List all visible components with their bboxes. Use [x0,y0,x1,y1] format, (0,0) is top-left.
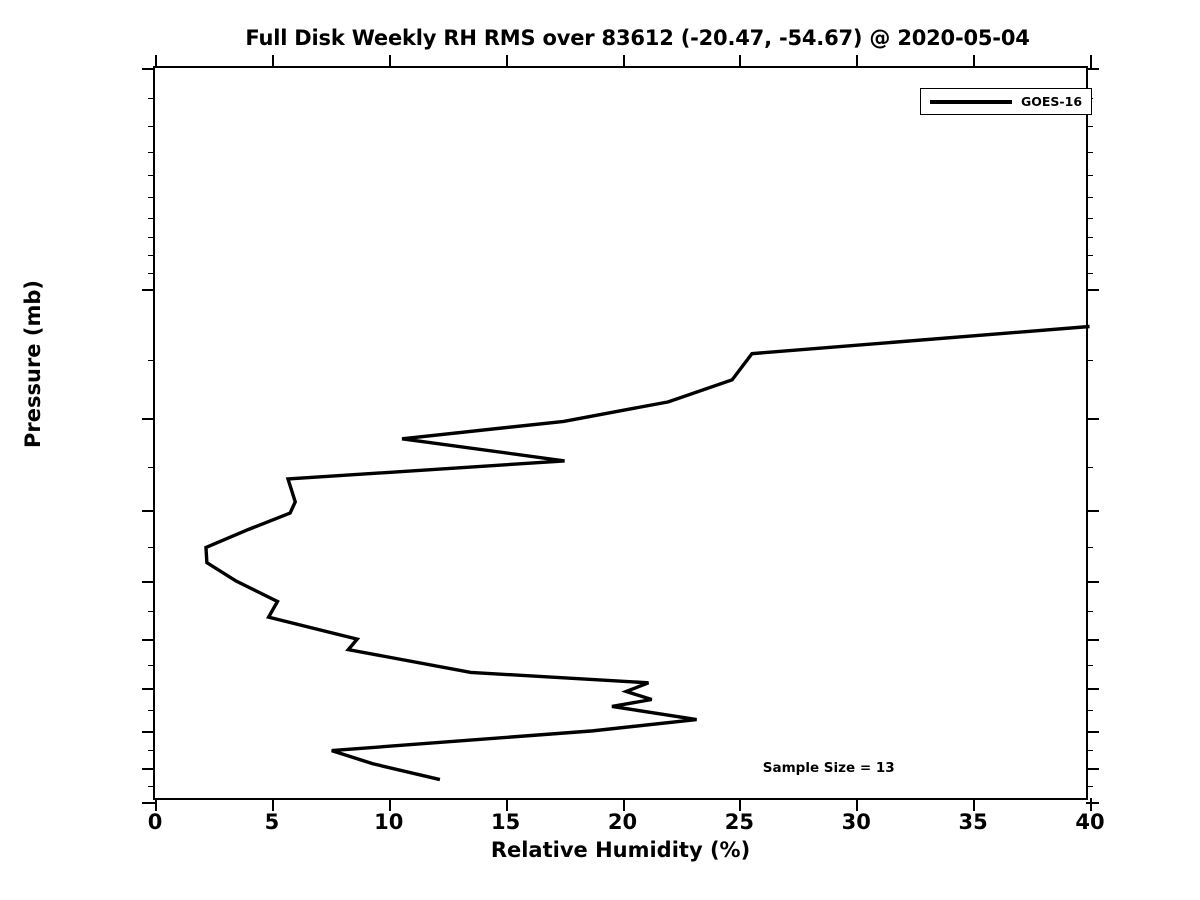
y-tick-minor-right-150 [1086,197,1093,199]
x-tick-top-25 [739,55,742,68]
y-tick-minor-180 [148,255,155,257]
x-tick-40 [1090,798,1092,811]
y-tick-800 [142,730,155,733]
x-tick-5 [271,798,274,811]
y-tick-minor-right-180 [1086,255,1093,257]
data-series-goes-16 [204,324,1090,782]
y-tick-minor-120 [148,126,155,128]
series-line-goes-16 [204,324,1090,782]
x-tick-top-35 [973,55,976,68]
x-tick-top-10 [388,55,391,68]
x-tick-label-30: 30 [841,810,871,834]
y-tick-minor-850 [148,750,155,752]
x-tick-top-40 [1090,55,1092,68]
y-tick-right-900 [1086,768,1099,771]
x-tick-label-40: 40 [1075,810,1105,834]
y-tick-minor-950 [148,785,155,787]
y-tick-700 [142,688,155,691]
x-tick-top-20 [622,55,625,68]
x-tick-25 [739,798,742,811]
y-tick-minor-130 [148,151,155,153]
y-tick-100 [142,68,155,70]
y-tick-minor-right-650 [1086,664,1093,666]
y-tick-minor-140 [148,175,155,177]
x-tick-30 [856,798,859,811]
y-tick-minor-right-190 [1086,272,1093,274]
y-tick-minor-right-250 [1086,360,1093,362]
x-tick-10 [388,798,391,811]
y-tick-minor-right-950 [1086,785,1093,787]
y-tick-300 [142,418,155,421]
x-tick-label-5: 5 [264,810,280,834]
x-tick-top-30 [856,55,859,68]
x-tick-top-5 [271,55,274,68]
y-tick-right-700 [1086,688,1099,691]
y-tick-minor-right-850 [1086,750,1093,752]
y-tick-600 [142,639,155,642]
y-tick-minor-right-550 [1086,611,1093,613]
y-tick-minor-450 [148,547,155,549]
y-tick-minor-right-750 [1086,710,1093,712]
x-tick-top-0 [155,55,157,68]
x-axis-title: Relative Humidity (%) [490,838,751,862]
y-tick-minor-right-130 [1086,151,1093,153]
y-tick-minor-190 [148,272,155,274]
y-tick-400 [142,509,155,512]
y-tick-minor-right-170 [1086,237,1093,239]
x-tick-top-15 [505,55,508,68]
x-tick-label-35: 35 [958,810,988,834]
legend-label-goes-16: GOES-16 [1021,94,1083,109]
y-tick-minor-170 [148,237,155,239]
y-tick-minor-right-160 [1086,217,1093,219]
sample-size-annotation: Sample Size = 13 [762,760,895,777]
y-tick-right-500 [1086,581,1099,584]
y-tick-right-400 [1086,509,1099,512]
x-tick-20 [622,798,625,811]
y-tick-minor-350 [148,467,155,469]
y-tick-minor-right-350 [1086,467,1093,469]
y-tick-right-100 [1086,68,1099,70]
legend-line-swatch [930,99,1012,104]
page-title: Full Disk Weekly RH RMS over 83612 (-20.… [245,26,1030,50]
y-tick-minor-650 [148,664,155,666]
y-tick-right-300 [1086,418,1099,421]
y-tick-right-200 [1086,288,1099,291]
y-tick-minor-150 [148,197,155,199]
y-tick-right-600 [1086,639,1099,642]
x-tick-label-25: 25 [724,810,754,834]
legend-box: GOES-16 [920,88,1093,115]
y-tick-minor-right-140 [1086,175,1093,177]
y-tick-minor-250 [148,360,155,362]
y-tick-minor-550 [148,611,155,613]
y-tick-right-800 [1086,730,1099,733]
x-tick-label-10: 10 [374,810,404,834]
y-axis-title: Pressure (mb) [21,280,45,448]
x-tick-label-0: 0 [147,810,163,834]
y-tick-900 [142,768,155,771]
x-tick-label-20: 20 [607,810,638,834]
y-tick-200 [142,288,155,291]
x-tick-15 [505,798,508,811]
y-tick-1000 [142,802,155,804]
x-tick-0 [155,798,157,811]
y-tick-right-1000 [1086,802,1099,804]
plot-axes: 1002003004005006007008009001000 05101520… [142,55,1105,834]
y-tick-minor-160 [148,217,155,219]
y-tick-minor-110 [148,98,155,100]
x-tick-35 [973,798,976,811]
x-tick-label-15: 15 [491,810,521,834]
y-tick-minor-right-120 [1086,126,1093,128]
y-tick-minor-right-450 [1086,547,1093,549]
y-tick-minor-750 [148,710,155,712]
y-tick-500 [142,581,155,584]
